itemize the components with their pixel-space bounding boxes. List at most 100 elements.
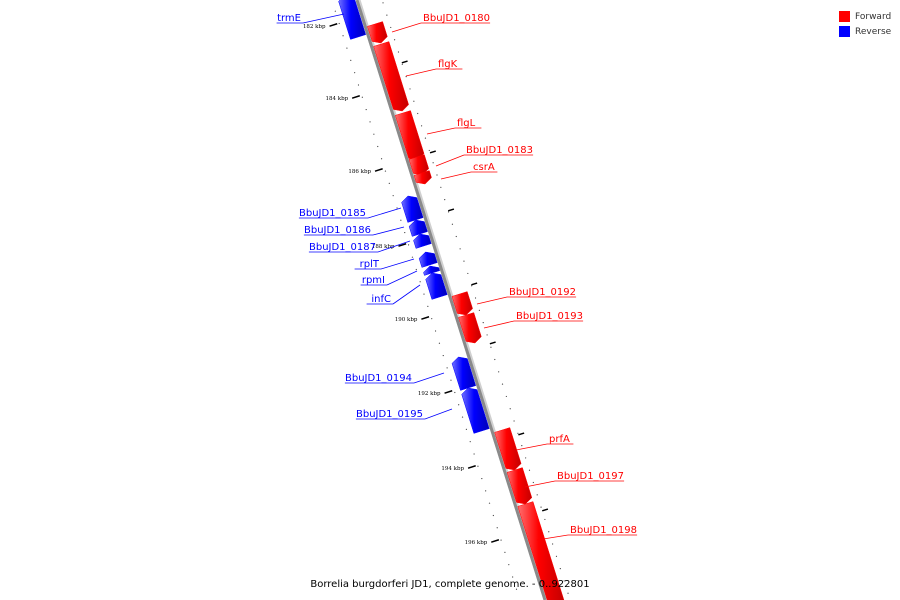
forward-label: Forward — [855, 11, 892, 22]
minor-tick — [465, 428, 467, 430]
minor-tick — [501, 383, 504, 385]
gene-arrow-BbuJD1_0187[interactable] — [413, 233, 432, 249]
axis-tick-label: 188 kbp — [372, 244, 395, 250]
gene-label-BbuJD1_0185[interactable]: BbuJD1_0185 — [299, 208, 366, 219]
axis-tick-label: 194 kbp — [441, 466, 464, 472]
gene-arrow-BbuJD1_0192[interactable] — [451, 291, 473, 316]
axis-major-tick — [467, 465, 476, 469]
leader-line — [476, 296, 508, 305]
minor-tick — [409, 88, 411, 90]
gene-label-BbuJD1_0194[interactable]: BbuJD1_0194 — [345, 373, 412, 384]
axis-minor-dash — [429, 150, 436, 154]
gene-arrow-BbuJD1_0197[interactable] — [506, 467, 533, 505]
minor-tick — [498, 371, 500, 373]
minor-tick — [350, 59, 352, 61]
minor-tick — [536, 494, 538, 496]
gene-label-flgK[interactable]: flgK — [438, 59, 458, 70]
leader-line — [515, 443, 548, 451]
minor-tick — [555, 555, 558, 557]
gene-arrow-BbuJD1_0180[interactable] — [367, 21, 388, 44]
minor-tick — [488, 502, 491, 504]
gene-label-flgL[interactable]: flgL — [457, 118, 476, 129]
minor-tick — [420, 125, 423, 127]
minor-tick — [361, 96, 363, 98]
minor-tick — [455, 235, 457, 238]
gene-label-csrA[interactable]: csrA — [473, 162, 495, 173]
minor-tick — [438, 342, 441, 344]
gene-arrow-BbuJD1_0198[interactable] — [517, 501, 565, 600]
minor-tick — [444, 199, 446, 201]
minor-tick — [515, 588, 518, 590]
gene-label-BbuJD1_0180[interactable]: BbuJD1_0180 — [423, 13, 490, 24]
minor-tick — [485, 490, 487, 492]
gene-label-BbuJD1_0187[interactable]: BbuJD1_0187 — [309, 242, 376, 253]
minor-tick — [411, 256, 414, 258]
gene-arrow-rplT[interactable] — [418, 251, 438, 268]
gene-arrow-prfA[interactable] — [494, 427, 522, 471]
minor-tick — [469, 441, 471, 443]
minor-tick — [419, 281, 421, 283]
leader-line — [302, 13, 345, 24]
minor-tick — [532, 481, 534, 484]
minor-tick — [454, 391, 456, 394]
gene-label-BbuJD1_0193[interactable]: BbuJD1_0193 — [516, 311, 583, 322]
gene-label-BbuJD1_0195[interactable]: BbuJD1_0195 — [356, 409, 423, 420]
gene-label-infC[interactable]: infC — [371, 294, 391, 305]
minor-tick — [528, 469, 531, 471]
axis-major-tick — [398, 243, 407, 247]
minor-tick — [504, 551, 506, 553]
minor-tick — [382, 2, 384, 4]
gene-label-trmE[interactable]: trmE — [277, 13, 301, 24]
gene-label-rpmI[interactable]: rpmI — [362, 275, 385, 286]
gene-label-rplT[interactable]: rplT — [360, 259, 380, 270]
forward-swatch — [839, 11, 850, 22]
minor-tick — [505, 395, 507, 398]
gene-arrow-trmE[interactable] — [338, 0, 367, 40]
minor-tick — [396, 207, 398, 209]
minor-tick — [496, 527, 498, 529]
gene-arrow-rpmI[interactable] — [423, 265, 441, 276]
minor-tick — [432, 162, 434, 164]
minor-tick — [458, 404, 460, 406]
minor-tick — [490, 346, 492, 348]
leader-line — [536, 534, 569, 541]
axis-minor-dash — [401, 60, 408, 64]
reverse-swatch — [839, 26, 850, 37]
axis-major-tick — [444, 390, 453, 394]
gene-arrow-BbuJD1_0193[interactable] — [458, 312, 482, 344]
gene-arrow-BbuJD1_0194[interactable] — [451, 356, 477, 391]
leader-line — [377, 240, 411, 253]
gene-arrow-csrA[interactable] — [413, 170, 432, 185]
gene-arrow-infC[interactable] — [425, 272, 448, 300]
minor-tick — [357, 84, 360, 86]
minor-tick — [405, 76, 407, 78]
minor-tick — [481, 477, 483, 480]
gene-arrow-BbuJD1_0195[interactable] — [461, 387, 490, 434]
gene-label-BbuJD1_0186[interactable]: BbuJD1_0186 — [304, 225, 371, 236]
minor-tick — [338, 22, 340, 25]
axis-tick-label: 182 kbp — [303, 24, 326, 30]
axis-major-tick — [329, 23, 338, 27]
minor-tick — [384, 170, 387, 172]
minor-tick — [474, 297, 477, 299]
gene-label-BbuJD1_0198[interactable]: BbuJD1_0198 — [570, 525, 637, 536]
minor-tick — [446, 367, 448, 369]
gene-label-prfA[interactable]: prfA — [549, 434, 570, 445]
minor-tick — [434, 330, 437, 332]
leader-line — [413, 372, 445, 384]
axis-minor-dash — [541, 508, 549, 512]
minor-tick — [450, 379, 452, 381]
minor-tick — [392, 195, 394, 197]
leader-line — [435, 154, 465, 167]
gene-label-BbuJD1_0183[interactable]: BbuJD1_0183 — [466, 145, 533, 156]
minor-tick — [436, 174, 438, 176]
minor-tick — [517, 432, 519, 434]
gene-arrow-flgK[interactable] — [373, 41, 409, 112]
gene-label-BbuJD1_0192[interactable]: BbuJD1_0192 — [509, 287, 576, 298]
gene-arrow-BbuJD1_0186[interactable] — [408, 219, 428, 237]
axis-minor-dash — [489, 341, 496, 345]
gene-arrow-BbuJD1_0185[interactable] — [401, 195, 424, 223]
minor-tick — [473, 453, 475, 455]
gene-label-BbuJD1_0197[interactable]: BbuJD1_0197 — [557, 471, 624, 482]
minor-tick — [461, 416, 464, 418]
